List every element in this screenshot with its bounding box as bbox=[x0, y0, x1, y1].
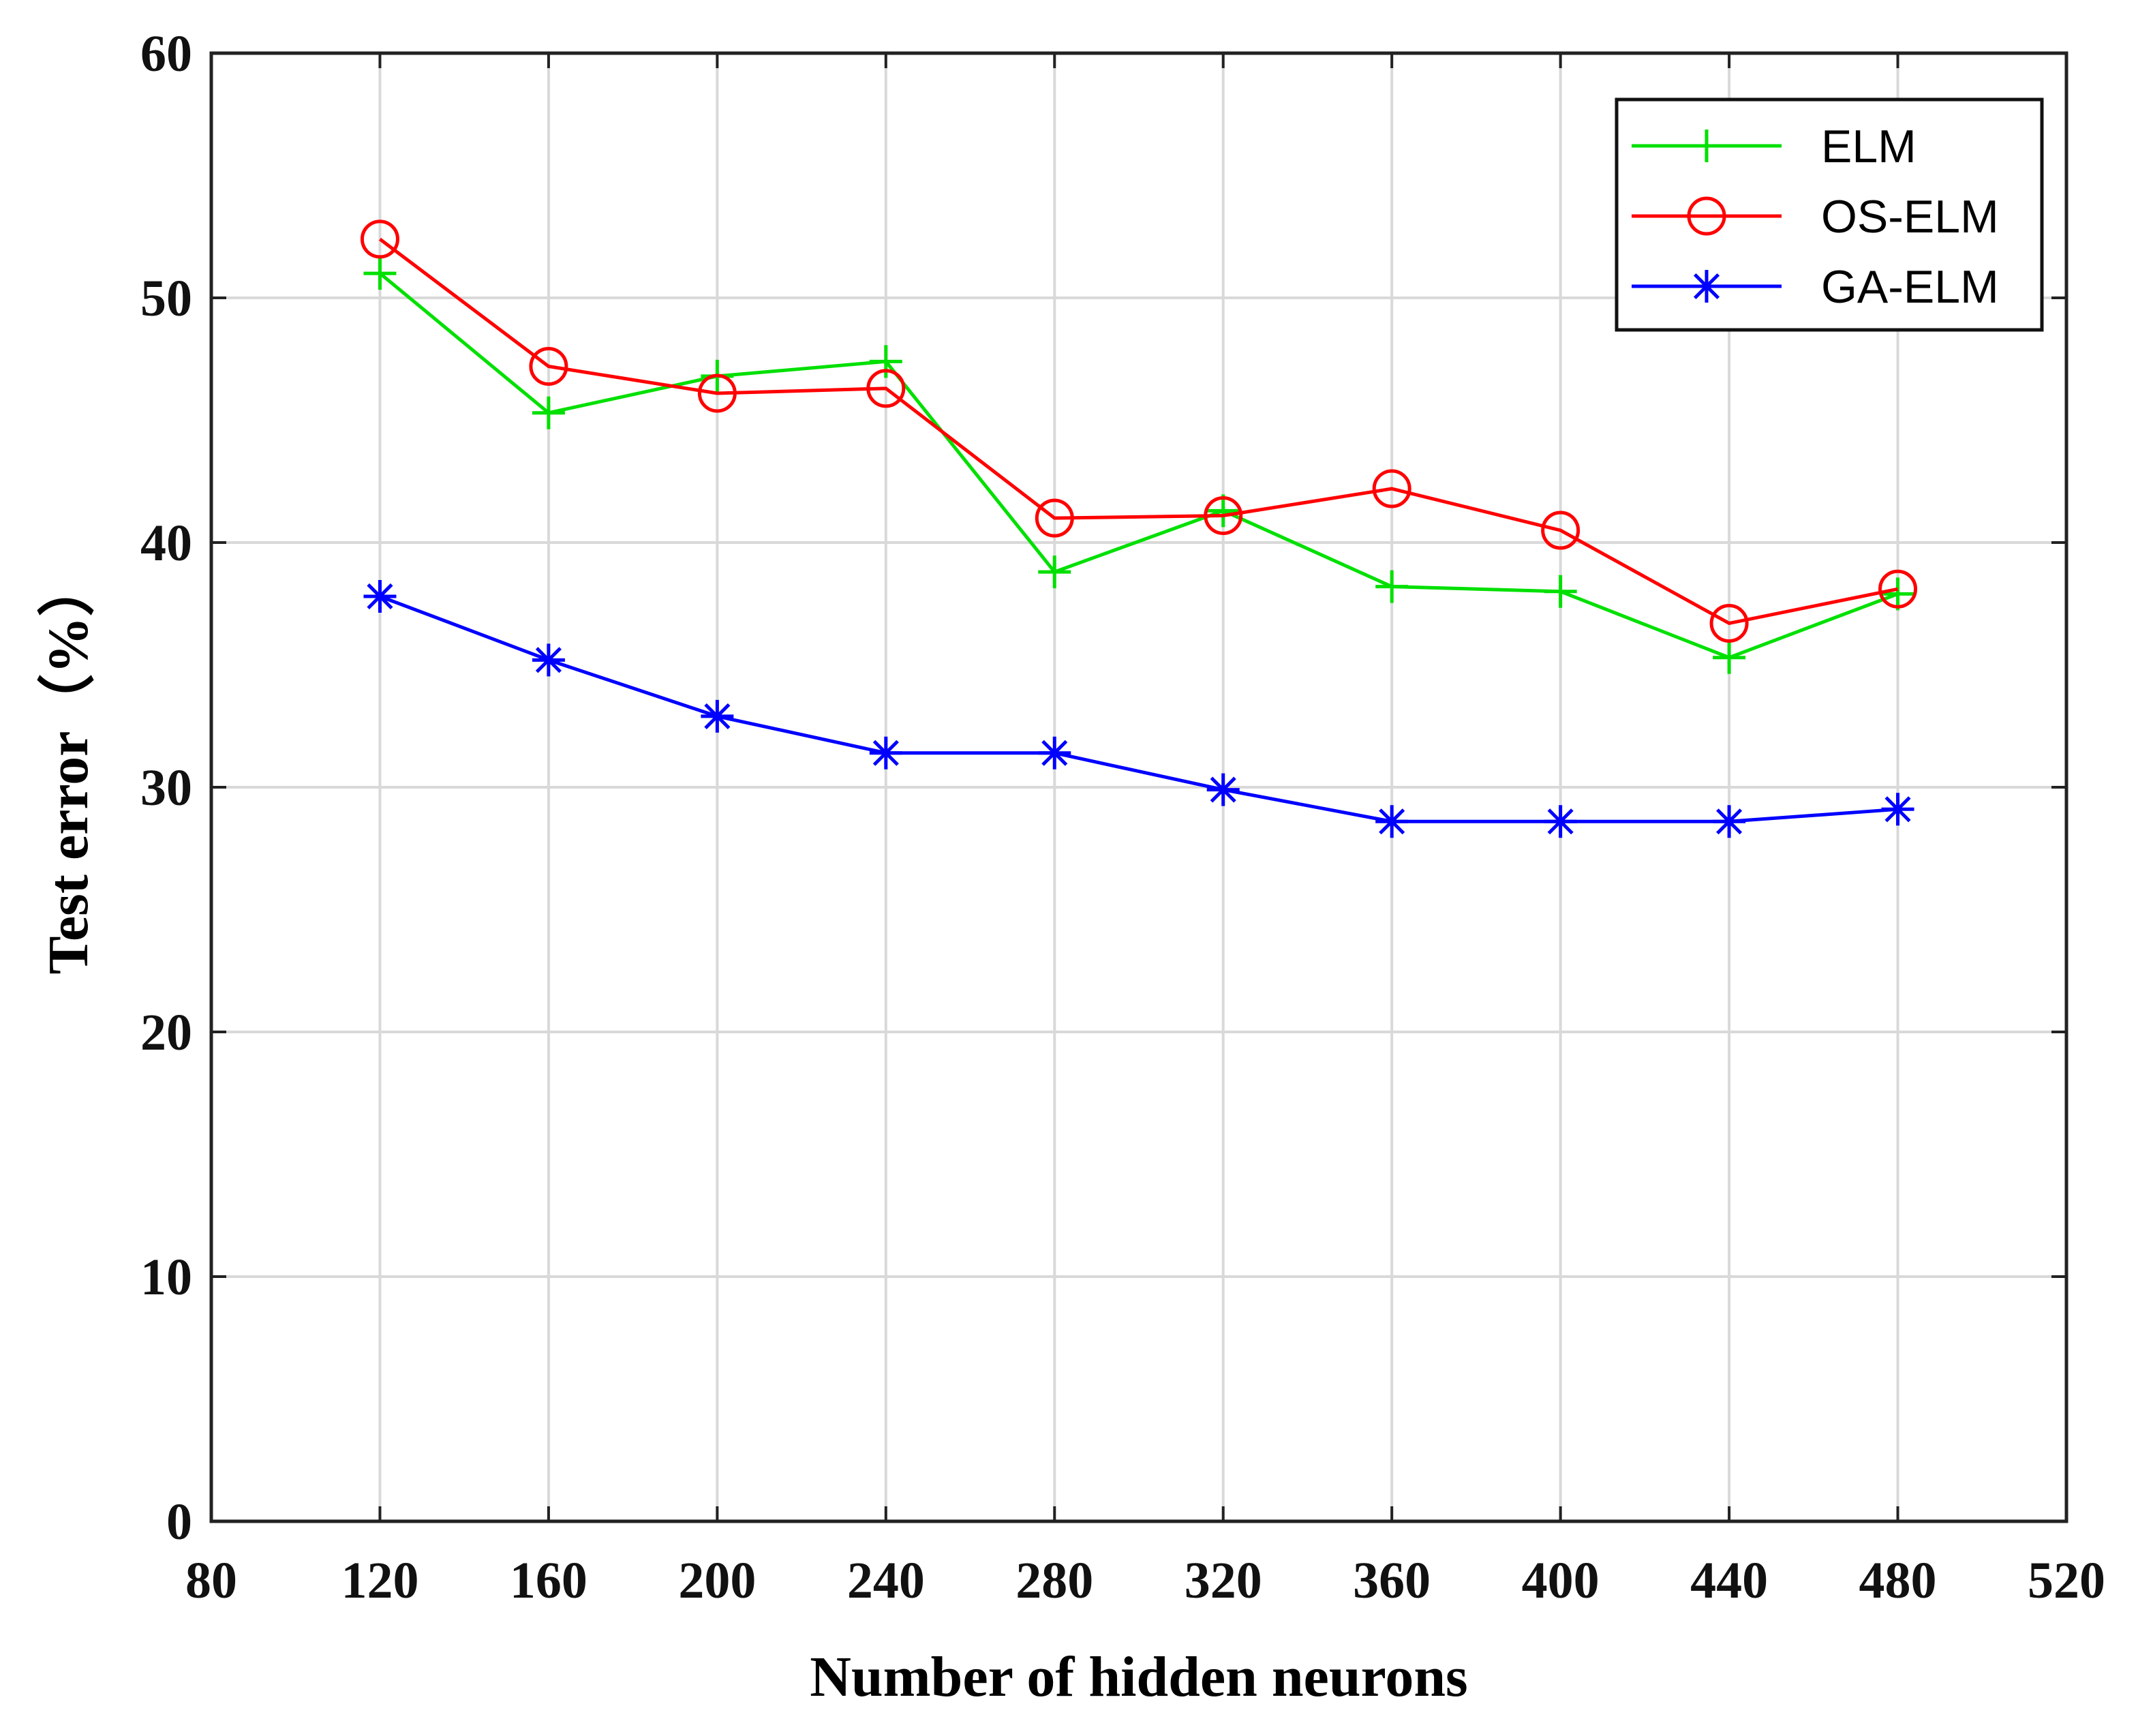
legend-label: GA-ELM bbox=[1821, 261, 1999, 313]
x-tick-label: 440 bbox=[1690, 1552, 1768, 1609]
legend-label: ELM bbox=[1821, 121, 1917, 172]
data-point-elm bbox=[1544, 575, 1577, 608]
y-tick-label: 50 bbox=[140, 270, 192, 327]
data-point-elm bbox=[869, 345, 902, 378]
x-axis-title: Number of hidden neurons bbox=[810, 1645, 1467, 1709]
legend-marker bbox=[1690, 130, 1723, 162]
data-point-elm bbox=[1038, 555, 1071, 589]
x-tick-label: 520 bbox=[2028, 1552, 2105, 1609]
data-point-os-elm bbox=[1541, 511, 1581, 550]
data-point-os-elm bbox=[697, 374, 737, 413]
data-point-ga-elm bbox=[701, 699, 734, 733]
series-elm bbox=[363, 257, 1914, 674]
x-tick-label: 80 bbox=[185, 1552, 237, 1609]
data-point-elm bbox=[363, 257, 397, 290]
series-group bbox=[360, 219, 1918, 838]
data-point-elm bbox=[1881, 577, 1914, 611]
legend-item-elm: ELM bbox=[1632, 121, 1917, 172]
ticks: 80 120 160 200 240 280 320 360 400 440 480 520 0 10 20… bbox=[140, 25, 2105, 1609]
data-point-elm bbox=[1206, 494, 1240, 528]
y-tick-label: 10 bbox=[140, 1249, 192, 1306]
x-tick-label: 120 bbox=[341, 1552, 418, 1609]
y-tick-label: 30 bbox=[140, 759, 192, 817]
y-tick-label: 40 bbox=[140, 515, 192, 572]
data-point-ga-elm bbox=[1038, 736, 1071, 770]
data-point-ga-elm bbox=[363, 579, 397, 613]
data-point-os-elm bbox=[1204, 496, 1243, 536]
data-point-os-elm bbox=[529, 347, 568, 386]
data-point-ga-elm bbox=[1544, 805, 1577, 838]
x-tick-label: 240 bbox=[847, 1552, 925, 1609]
data-point-ga-elm bbox=[1206, 773, 1240, 806]
data-point-ga-elm bbox=[1713, 805, 1746, 838]
x-tick-label: 320 bbox=[1185, 1552, 1262, 1609]
y-tick-label: 0 bbox=[166, 1493, 192, 1551]
data-point-ga-elm bbox=[532, 643, 565, 677]
series-line-elm bbox=[378, 272, 1899, 660]
legend-marker bbox=[1690, 270, 1723, 303]
data-point-ga-elm bbox=[869, 736, 902, 770]
data-point-elm bbox=[532, 396, 565, 429]
x-tick-label: 200 bbox=[678, 1552, 756, 1609]
legend: ELM OS-ELM GA-ELM bbox=[1615, 97, 2044, 332]
data-point-ga-elm bbox=[1375, 805, 1409, 838]
data-point-os-elm bbox=[1709, 603, 1749, 643]
x-tick-label: 160 bbox=[510, 1552, 587, 1609]
legend-item-ga-elm: GA-ELM bbox=[1632, 261, 1999, 313]
data-point-os-elm bbox=[360, 219, 399, 259]
data-point-elm bbox=[1375, 570, 1409, 603]
y-tick-label: 20 bbox=[140, 1004, 192, 1061]
x-tick-label: 360 bbox=[1353, 1552, 1431, 1609]
data-point-os-elm bbox=[1372, 469, 1411, 508]
x-tick-label: 400 bbox=[1522, 1552, 1600, 1609]
series-line-ga-elm bbox=[379, 594, 1898, 823]
legend-label: OS-ELM bbox=[1821, 191, 1999, 243]
legend-marker bbox=[1687, 196, 1726, 236]
series-line-os-elm bbox=[378, 237, 1899, 625]
data-point-os-elm bbox=[1878, 569, 1918, 609]
legend-item-os-elm: OS-ELM bbox=[1632, 191, 1999, 243]
y-tick-label: 60 bbox=[140, 25, 192, 82]
series-ga-elm bbox=[363, 579, 1914, 838]
series-os-elm bbox=[360, 219, 1918, 643]
data-point-elm bbox=[1713, 641, 1746, 674]
data-point-ga-elm bbox=[1881, 793, 1914, 826]
y-axis-title: Test error（%） bbox=[37, 560, 100, 975]
data-point-os-elm bbox=[1035, 498, 1074, 538]
data-point-os-elm bbox=[866, 369, 906, 408]
x-tick-label: 280 bbox=[1016, 1552, 1093, 1609]
x-tick-label: 480 bbox=[1859, 1552, 1937, 1609]
